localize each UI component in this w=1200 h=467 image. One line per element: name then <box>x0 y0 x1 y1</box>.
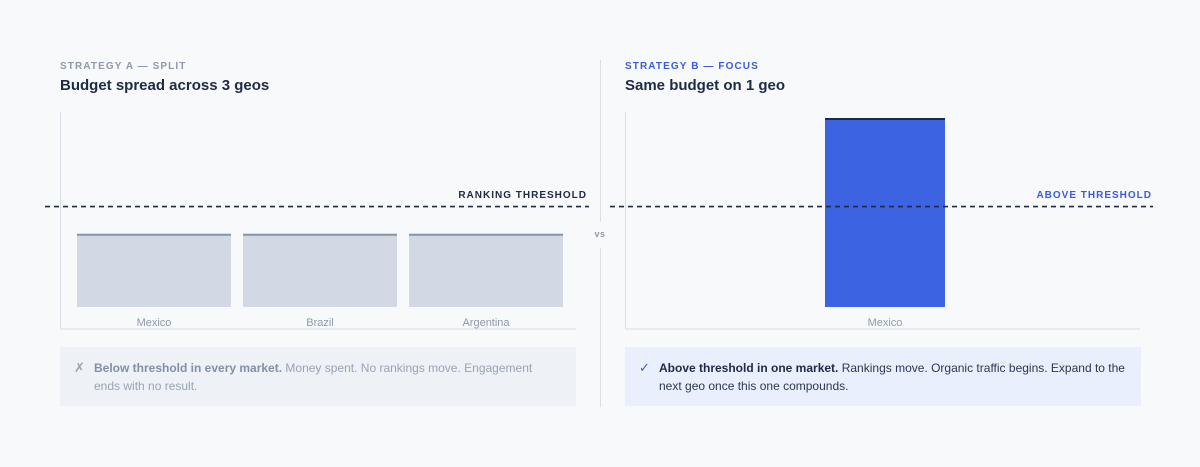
bar-mexico <box>825 118 945 307</box>
strategy-b-heading: Same budget on 1 geo <box>625 77 786 94</box>
strategy-b-chart: Mexico <box>610 112 1153 330</box>
strategy-a-note-rest: Money spent. No rankings move. Engagemen… <box>94 361 533 393</box>
vs-divider-bottom <box>600 248 601 407</box>
vs-divider-top <box>600 60 601 222</box>
ranking-threshold-label: RANKING THRESHOLD <box>458 190 587 201</box>
tick-label-brazil: Brazil <box>306 317 334 329</box>
strategy-a-eyebrow: STRATEGY A — SPLIT <box>60 61 187 72</box>
strategy-b-note-bold: Above threshold in one market. <box>659 361 839 375</box>
bar-top-edge <box>243 233 397 236</box>
strategy-a-heading: Budget spread across 3 geos <box>60 77 270 94</box>
bar-argentina <box>409 233 563 307</box>
above-threshold-label: ABOVE THRESHOLD <box>1036 190 1152 201</box>
bar-top-edge <box>409 233 563 236</box>
strategy-a-panel: STRATEGY A — SPLIT Budget spread across … <box>0 0 590 467</box>
tick-label-argentina: Argentina <box>462 317 510 329</box>
bar-brazil <box>243 233 397 307</box>
strategy-a-note-bold: Below threshold in every market. <box>94 361 283 375</box>
strategy-a-note: ✗ Below threshold in every market. Money… <box>60 347 576 406</box>
strategy-a-chart: Mexico Brazil Argentina <box>45 112 589 330</box>
bar-top-edge <box>825 118 945 120</box>
vs-label: vs <box>594 229 606 239</box>
strategy-b-note-rest: Rankings move. Organic traffic begins. E… <box>659 361 1125 393</box>
strategy-b-panel: STRATEGY B — FOCUS Same budget on 1 geo … <box>610 0 1200 467</box>
strategy-b-note: ✓ Above threshold in one market. Ranking… <box>625 347 1141 406</box>
bar-mexico <box>77 233 231 307</box>
x-mark-icon: ✗ <box>74 360 85 375</box>
strategy-b-eyebrow: STRATEGY B — FOCUS <box>625 61 759 72</box>
bar-top-edge <box>77 233 231 236</box>
check-mark-icon: ✓ <box>639 360 650 375</box>
tick-label-mexico: Mexico <box>868 317 903 329</box>
tick-label-mexico: Mexico <box>137 317 172 329</box>
